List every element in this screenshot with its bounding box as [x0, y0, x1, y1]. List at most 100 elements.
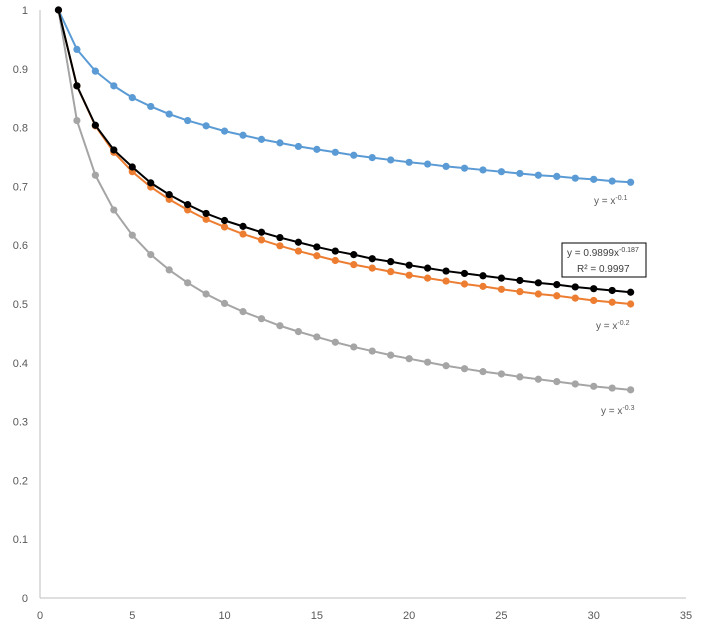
data-point	[424, 160, 432, 168]
blue-curve-label: y = x-0.1	[594, 195, 628, 207]
series-1	[54, 6, 635, 308]
data-point	[627, 386, 635, 394]
axes	[39, 10, 686, 599]
data-point	[128, 163, 136, 171]
series-line	[57, 9, 631, 184]
data-point	[350, 251, 358, 259]
x-tick-label: 15	[311, 610, 323, 622]
data-point	[608, 286, 616, 295]
data-point	[331, 256, 339, 265]
series-2	[54, 6, 635, 394]
data-point	[276, 233, 284, 242]
data-point	[387, 268, 395, 276]
data-point	[147, 179, 155, 187]
trendline-r-squared: R² = 0.9997	[577, 264, 630, 275]
data-point	[627, 300, 635, 308]
data-point	[424, 274, 432, 282]
data-point	[516, 373, 524, 381]
data-point	[387, 156, 395, 164]
data-point	[479, 272, 487, 280]
data-point	[553, 378, 561, 386]
data-point	[460, 269, 469, 278]
data-point	[590, 296, 598, 305]
data-point	[497, 370, 506, 378]
data-point	[571, 283, 579, 291]
data-point	[73, 82, 81, 90]
data-point	[534, 290, 542, 298]
y-tick-label: 1	[22, 5, 28, 17]
data-point	[128, 94, 136, 102]
data-point	[350, 343, 358, 351]
data-point	[128, 231, 136, 239]
data-point	[184, 206, 192, 214]
series-3	[54, 6, 635, 296]
data-point	[331, 247, 339, 255]
y-tick-label: 0.9	[13, 64, 28, 76]
data-point	[497, 168, 506, 176]
x-tick-label: 5	[129, 610, 135, 622]
data-point	[202, 290, 210, 298]
trendline-equation-box: y = 0.9899x-0.187 R² = 0.9997	[561, 242, 647, 278]
data-point	[220, 299, 229, 308]
x-tick-label: 10	[218, 610, 230, 622]
y-tick-labels: 0 0.1 0.2 0.3 0.4 0.5 0.6 0.7 0.8 0.9 1	[13, 5, 28, 605]
data-point	[184, 116, 192, 125]
data-point	[110, 146, 118, 154]
y-tick-label: 0.1	[13, 534, 28, 546]
data-point	[257, 236, 266, 244]
gray-curve-label: y = x-0.3	[601, 405, 635, 417]
data-point	[276, 139, 284, 147]
data-point	[331, 148, 339, 156]
data-point	[405, 158, 413, 166]
data-point	[368, 153, 376, 162]
series-0	[54, 6, 635, 186]
y-tick-label: 0.3	[13, 417, 28, 429]
data-point	[608, 384, 616, 392]
series-line	[57, 9, 631, 294]
series-layer	[54, 6, 635, 394]
data-point	[165, 266, 173, 274]
trendline-equation-border	[561, 242, 647, 278]
data-point	[91, 121, 99, 129]
x-tick-label: 20	[403, 610, 415, 622]
data-point	[571, 380, 579, 388]
data-point	[387, 258, 395, 266]
data-point	[516, 276, 524, 285]
x-tick-label: 0	[37, 610, 43, 622]
data-point	[239, 131, 247, 139]
data-point	[257, 228, 266, 236]
data-point	[553, 172, 561, 180]
data-point	[368, 255, 376, 263]
data-point	[405, 261, 413, 269]
data-point	[516, 169, 524, 178]
y-tick-label: 0.6	[13, 240, 28, 252]
data-point	[534, 375, 542, 383]
data-point	[627, 178, 635, 186]
data-point	[73, 116, 81, 125]
data-point	[368, 264, 376, 272]
data-point	[350, 261, 358, 269]
data-point	[442, 162, 450, 171]
data-point	[294, 247, 302, 255]
x-tick-labels: 0 5 10 15 20 25 30 35	[37, 610, 692, 622]
data-point	[313, 252, 321, 260]
data-point	[442, 362, 450, 370]
data-point	[460, 365, 469, 373]
x-tick-label: 35	[680, 610, 692, 622]
data-point	[479, 166, 487, 174]
data-point	[590, 175, 598, 183]
y-tick-label: 0.8	[13, 123, 28, 135]
data-point	[442, 277, 450, 285]
x-tick-label: 25	[495, 610, 507, 622]
data-point	[165, 110, 173, 118]
data-point	[553, 281, 561, 289]
data-point	[313, 333, 321, 341]
data-point	[460, 164, 469, 172]
data-point	[553, 292, 561, 300]
data-point	[405, 355, 413, 363]
y-tick-label: 0.2	[13, 475, 28, 487]
data-point	[184, 201, 192, 209]
orange-curve-label: y = x-0.2	[596, 320, 630, 332]
data-point	[110, 82, 118, 90]
